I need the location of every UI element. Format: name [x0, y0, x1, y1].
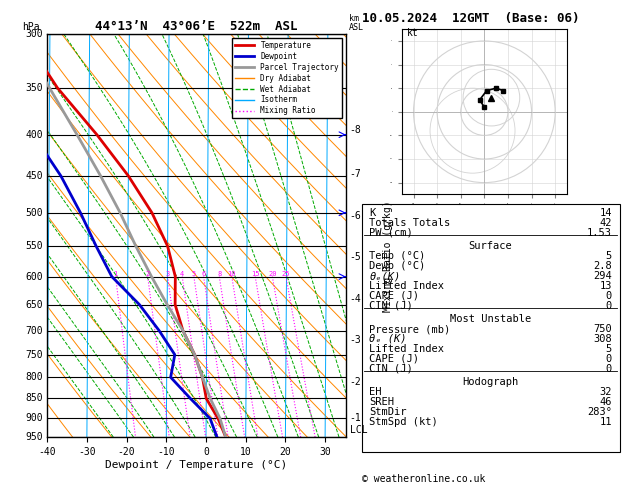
- Text: 550: 550: [25, 241, 43, 251]
- Text: © weatheronline.co.uk: © weatheronline.co.uk: [362, 473, 485, 484]
- Text: 650: 650: [25, 299, 43, 310]
- Text: LCL: LCL: [350, 425, 367, 435]
- Text: 15: 15: [251, 271, 260, 277]
- Text: CIN (J): CIN (J): [369, 364, 413, 374]
- Text: Lifted Index: Lifted Index: [369, 281, 445, 291]
- Text: θₑ(K): θₑ(K): [369, 271, 401, 281]
- Text: 500: 500: [25, 208, 43, 218]
- Text: -3: -3: [350, 335, 361, 346]
- Text: -4: -4: [350, 294, 361, 304]
- Text: 1.53: 1.53: [587, 228, 612, 238]
- Legend: Temperature, Dewpoint, Parcel Trajectory, Dry Adiabat, Wet Adiabat, Isotherm, Mi: Temperature, Dewpoint, Parcel Trajectory…: [232, 38, 342, 119]
- Text: 1: 1: [113, 271, 118, 277]
- Text: 5: 5: [606, 251, 612, 261]
- Text: 6: 6: [201, 271, 206, 277]
- Text: 600: 600: [25, 272, 43, 281]
- Text: 5: 5: [192, 271, 196, 277]
- Text: Mixing Ratio (g/kg): Mixing Ratio (g/kg): [383, 200, 392, 312]
- Text: 32: 32: [599, 387, 612, 397]
- Text: -2: -2: [350, 377, 361, 386]
- Text: 4: 4: [180, 271, 184, 277]
- Text: 2.8: 2.8: [593, 261, 612, 271]
- Text: StmDir: StmDir: [369, 407, 407, 417]
- Text: -6: -6: [350, 211, 361, 221]
- Text: 900: 900: [25, 414, 43, 423]
- Text: 400: 400: [25, 130, 43, 139]
- Text: 0: 0: [606, 364, 612, 374]
- Text: K: K: [369, 208, 376, 218]
- Text: 0: 0: [606, 301, 612, 311]
- Text: 300: 300: [25, 29, 43, 39]
- Text: hPa: hPa: [22, 22, 40, 32]
- Text: 11: 11: [599, 417, 612, 427]
- Text: Most Unstable: Most Unstable: [450, 314, 532, 324]
- Text: Lifted Index: Lifted Index: [369, 344, 445, 354]
- Text: 2: 2: [145, 271, 150, 277]
- Text: Dewp (°C): Dewp (°C): [369, 261, 426, 271]
- Text: 850: 850: [25, 394, 43, 403]
- Text: -1: -1: [350, 414, 361, 423]
- Text: 800: 800: [25, 372, 43, 382]
- X-axis label: Dewpoint / Temperature (°C): Dewpoint / Temperature (°C): [106, 460, 287, 470]
- Text: 283°: 283°: [587, 407, 612, 417]
- Text: SREH: SREH: [369, 397, 394, 407]
- Text: -7: -7: [350, 169, 361, 178]
- Text: 10.05.2024  12GMT  (Base: 06): 10.05.2024 12GMT (Base: 06): [362, 12, 579, 25]
- Text: Temp (°C): Temp (°C): [369, 251, 426, 261]
- Text: 8: 8: [217, 271, 221, 277]
- Text: 950: 950: [25, 433, 43, 442]
- Title: 44°13’N  43°06’E  522m  ASL: 44°13’N 43°06’E 522m ASL: [96, 20, 298, 33]
- Text: 46: 46: [599, 397, 612, 407]
- Text: 3: 3: [165, 271, 170, 277]
- Text: Pressure (mb): Pressure (mb): [369, 324, 450, 334]
- Text: CIN (J): CIN (J): [369, 301, 413, 311]
- Text: 450: 450: [25, 171, 43, 181]
- Text: 10: 10: [228, 271, 236, 277]
- Text: kt: kt: [406, 28, 418, 38]
- Text: 700: 700: [25, 326, 43, 335]
- Text: 750: 750: [593, 324, 612, 334]
- Text: CAPE (J): CAPE (J): [369, 291, 420, 301]
- Text: 5: 5: [606, 344, 612, 354]
- Text: Surface: Surface: [469, 242, 513, 251]
- Text: PW (cm): PW (cm): [369, 228, 413, 238]
- Text: -5: -5: [350, 252, 361, 262]
- Text: 350: 350: [25, 83, 43, 93]
- Text: 0: 0: [606, 354, 612, 364]
- Text: CAPE (J): CAPE (J): [369, 354, 420, 364]
- Text: 0: 0: [606, 291, 612, 301]
- Text: -8: -8: [350, 125, 361, 135]
- Text: 294: 294: [593, 271, 612, 281]
- Text: 42: 42: [599, 218, 612, 228]
- Text: 25: 25: [282, 271, 290, 277]
- Text: Hodograph: Hodograph: [462, 377, 519, 387]
- Text: 20: 20: [268, 271, 277, 277]
- Text: 308: 308: [593, 334, 612, 344]
- Text: StmSpd (kt): StmSpd (kt): [369, 417, 438, 427]
- Text: EH: EH: [369, 387, 382, 397]
- Text: 13: 13: [599, 281, 612, 291]
- Text: 14: 14: [599, 208, 612, 218]
- Text: θₑ (K): θₑ (K): [369, 334, 407, 344]
- Text: Totals Totals: Totals Totals: [369, 218, 450, 228]
- Text: km
ASL: km ASL: [349, 14, 364, 32]
- Text: 750: 750: [25, 349, 43, 360]
